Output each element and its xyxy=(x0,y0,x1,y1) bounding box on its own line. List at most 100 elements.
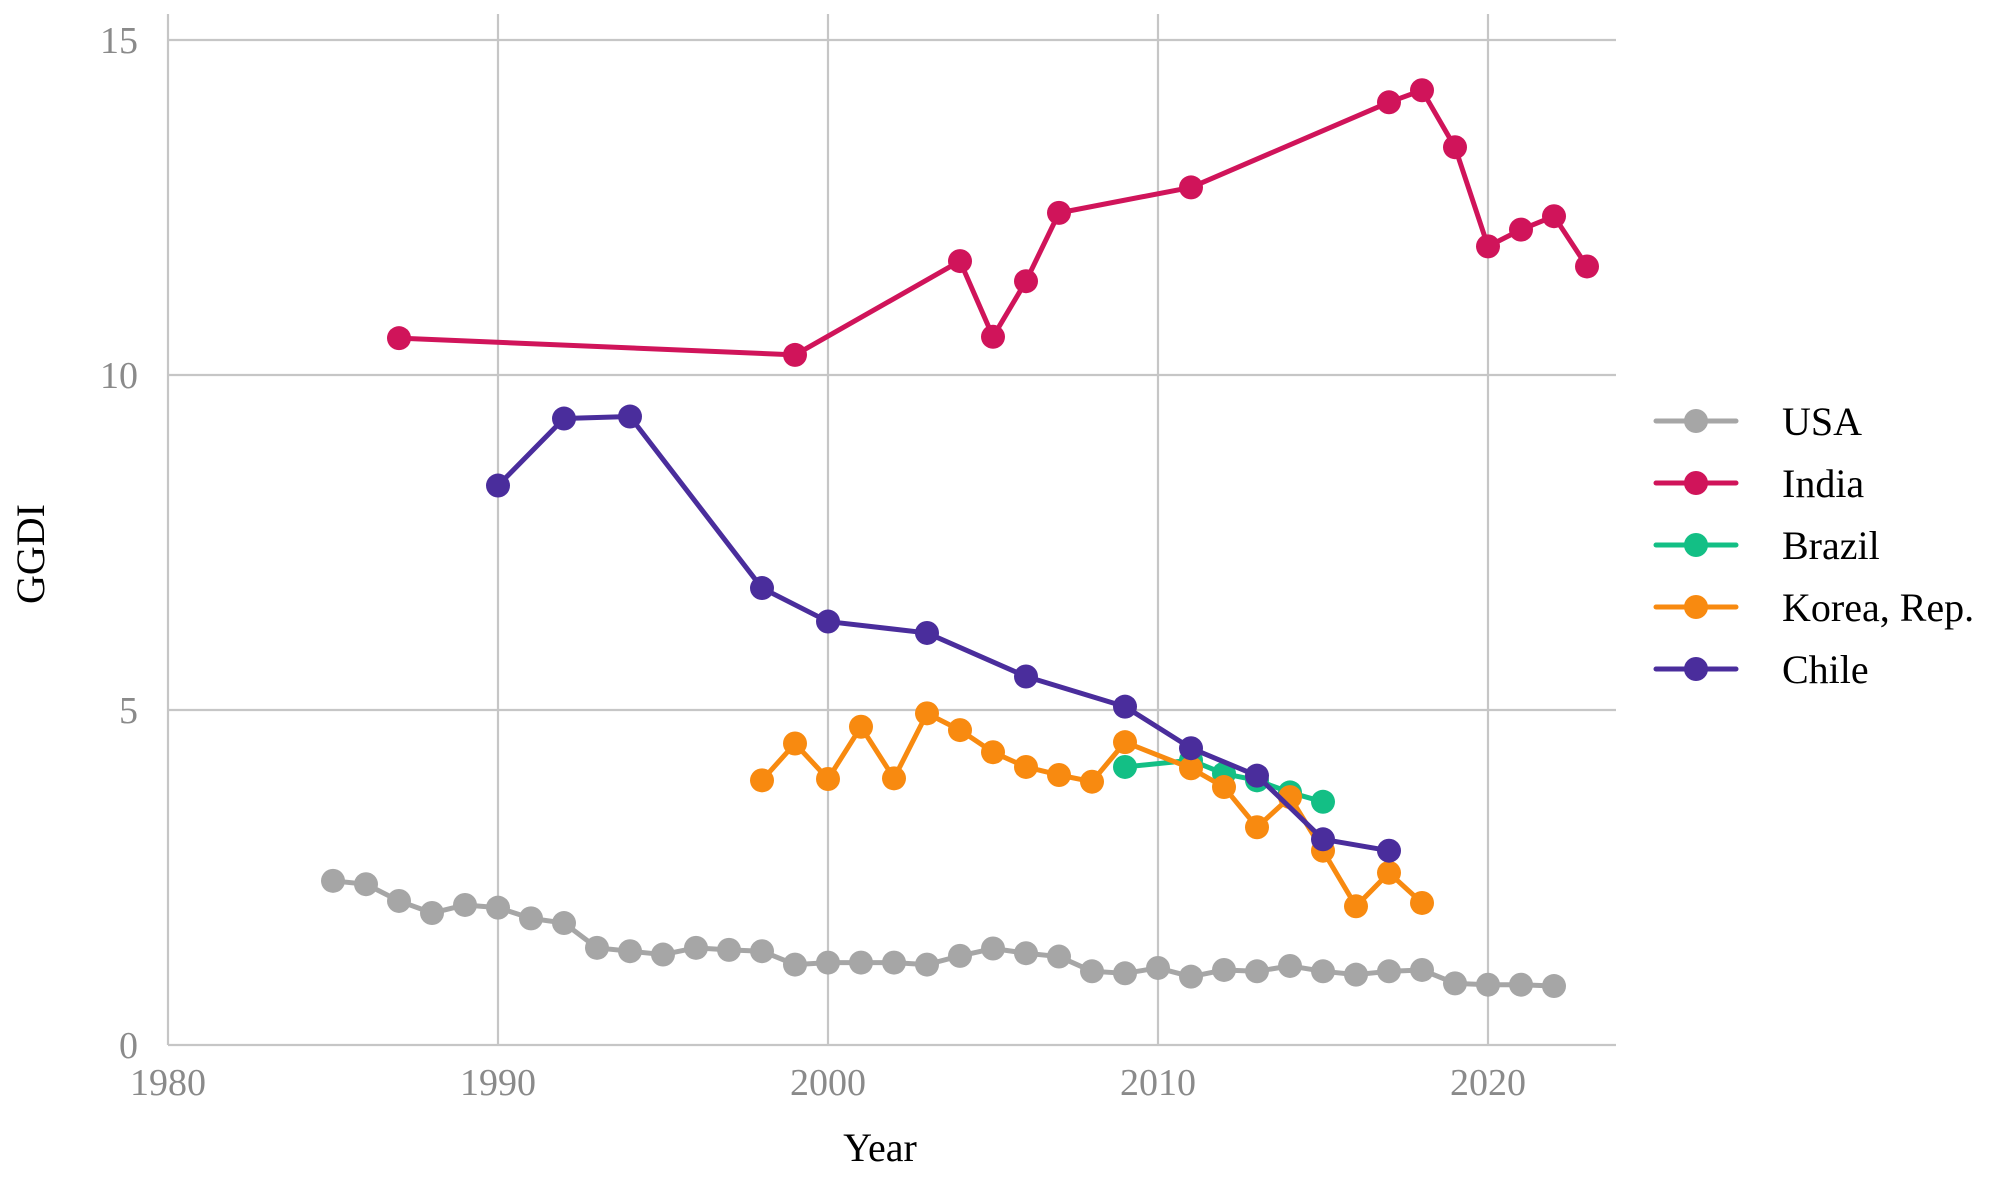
point-india-1987 xyxy=(387,326,411,351)
point-korea-rep-2004 xyxy=(948,718,972,743)
point-india-2018 xyxy=(1410,78,1434,103)
point-chile-2015 xyxy=(1311,827,1335,852)
legend-swatch-marker-chile xyxy=(1684,657,1708,681)
point-usa-1986 xyxy=(354,872,378,897)
point-usa-1993 xyxy=(585,935,609,960)
point-chile-1992 xyxy=(552,406,576,431)
legend-label-usa: USA xyxy=(1782,399,1862,444)
legend-label-india: India xyxy=(1782,461,1864,506)
point-korea-rep-2009 xyxy=(1113,730,1137,755)
point-usa-1990 xyxy=(486,895,510,920)
point-korea-rep-2003 xyxy=(915,701,939,726)
point-india-2023 xyxy=(1575,254,1599,279)
point-chile-2000 xyxy=(816,609,840,634)
point-korea-rep-2017 xyxy=(1377,860,1401,885)
point-korea-rep-1998 xyxy=(750,768,774,793)
legend: USA India Brazil Korea, Rep. Chile xyxy=(1653,399,1974,692)
legend-item-korea-rep: Korea, Rep. xyxy=(1653,585,1974,630)
point-korea-rep-2011 xyxy=(1179,756,1203,781)
legend-item-india: India xyxy=(1653,461,1864,506)
series-chile xyxy=(486,404,1401,863)
point-usa-2004 xyxy=(948,943,972,968)
legend-swatch-marker-india xyxy=(1684,471,1708,495)
point-india-2019 xyxy=(1443,135,1467,160)
legend-item-brazil: Brazil xyxy=(1653,523,1880,568)
point-usa-2009 xyxy=(1113,961,1137,986)
point-korea-rep-2002 xyxy=(882,766,906,791)
point-korea-rep-2013 xyxy=(1245,815,1269,840)
point-usa-1987 xyxy=(387,888,411,913)
legend-label-korea-rep: Korea, Rep. xyxy=(1782,585,1974,630)
point-usa-1996 xyxy=(684,935,708,960)
point-usa-1985 xyxy=(321,868,345,893)
point-chile-2011 xyxy=(1179,736,1203,761)
point-usa-2011 xyxy=(1179,964,1203,989)
point-usa-1999 xyxy=(783,952,807,977)
point-korea-rep-2016 xyxy=(1344,894,1368,919)
legend-item-chile: Chile xyxy=(1653,647,1869,692)
point-chile-2006 xyxy=(1014,664,1038,689)
point-usa-1997 xyxy=(717,937,741,962)
legend-item-usa: USA xyxy=(1653,399,1862,444)
legend-swatch-marker-brazil xyxy=(1684,533,1708,557)
y-tick-label-15: 15 xyxy=(100,20,138,62)
point-korea-rep-2001 xyxy=(849,714,873,739)
point-usa-2002 xyxy=(882,950,906,975)
series-layer xyxy=(321,78,1599,999)
point-usa-1998 xyxy=(750,939,774,964)
point-india-2020 xyxy=(1476,234,1500,259)
point-india-2007 xyxy=(1047,200,1071,225)
x-tick-label-2010: 2010 xyxy=(1120,1062,1196,1104)
y-tick-label-5: 5 xyxy=(119,690,138,732)
x-tick-label-2020: 2020 xyxy=(1450,1062,1526,1104)
point-usa-2019 xyxy=(1443,971,1467,996)
point-usa-2016 xyxy=(1344,962,1368,987)
point-usa-1994 xyxy=(618,939,642,964)
point-chile-2017 xyxy=(1377,838,1401,863)
point-korea-rep-2008 xyxy=(1080,769,1104,794)
x-tick-label-2000: 2000 xyxy=(790,1062,866,1104)
legend-label-brazil: Brazil xyxy=(1782,523,1880,568)
point-chile-1990 xyxy=(486,473,510,498)
point-india-2011 xyxy=(1179,175,1203,200)
point-usa-2001 xyxy=(849,950,873,975)
point-chile-2003 xyxy=(915,620,939,645)
series-line-india xyxy=(396,87,1590,358)
point-korea-rep-2005 xyxy=(981,740,1005,765)
point-korea-rep-2006 xyxy=(1014,754,1038,779)
point-usa-2021 xyxy=(1509,972,1533,997)
y-tick-label-10: 10 xyxy=(100,355,138,397)
point-chile-2009 xyxy=(1113,694,1137,719)
point-india-2021 xyxy=(1509,217,1533,242)
point-india-1999 xyxy=(783,342,807,367)
point-usa-2006 xyxy=(1014,941,1038,966)
point-usa-2003 xyxy=(915,952,939,977)
point-chile-1994 xyxy=(618,404,642,429)
grid-layer xyxy=(166,14,1616,1047)
point-usa-2015 xyxy=(1311,959,1335,984)
x-tick-label-1990: 1990 xyxy=(460,1062,536,1104)
point-korea-rep-1999 xyxy=(783,731,807,756)
series-india xyxy=(387,78,1599,367)
legend-swatch-marker-usa xyxy=(1684,409,1708,433)
point-india-2017 xyxy=(1377,90,1401,115)
point-usa-2005 xyxy=(981,936,1005,961)
point-usa-2010 xyxy=(1146,955,1170,980)
point-usa-2018 xyxy=(1410,957,1434,982)
point-usa-2008 xyxy=(1080,959,1104,984)
legend-label-chile: Chile xyxy=(1782,647,1869,692)
point-chile-2013 xyxy=(1245,763,1269,788)
x-tick-label-1980: 1980 xyxy=(130,1062,206,1104)
point-brazil-2015 xyxy=(1311,789,1335,814)
point-india-2006 xyxy=(1014,269,1038,294)
point-usa-1989 xyxy=(453,892,477,917)
point-korea-rep-2018 xyxy=(1410,890,1434,915)
series-korea-rep xyxy=(750,701,1434,919)
point-usa-2007 xyxy=(1047,944,1071,969)
point-india-2004 xyxy=(948,249,972,274)
point-korea-rep-2000 xyxy=(816,767,840,792)
point-usa-2020 xyxy=(1476,972,1500,997)
point-usa-2013 xyxy=(1245,959,1269,984)
point-korea-rep-2012 xyxy=(1212,775,1236,800)
